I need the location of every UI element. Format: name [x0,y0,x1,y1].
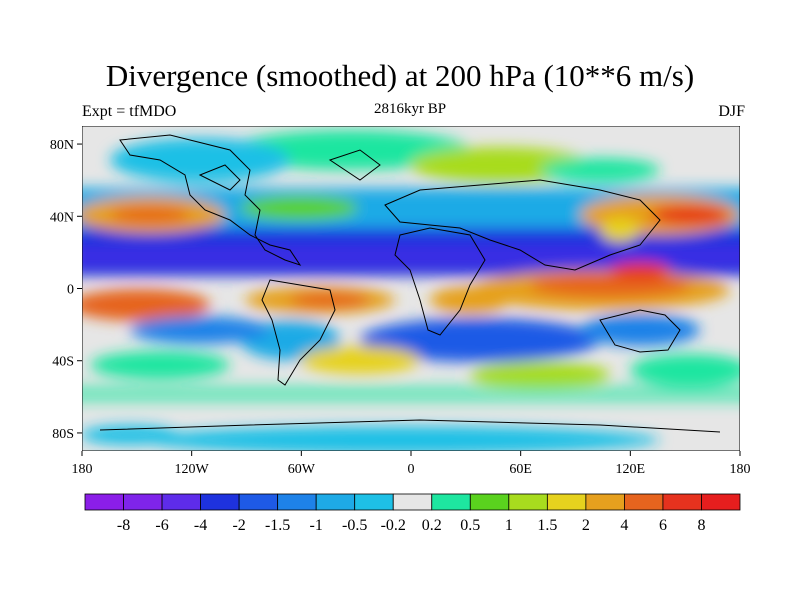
x-tick-label: 120W [175,462,210,477]
chart-subtitle: 2816kyr BP [373,101,447,117]
colorbar-label: 0.5 [460,517,480,534]
colorbar-swatch [585,493,625,511]
colorbar-swatch [392,493,433,511]
colorbar-swatch [701,493,741,511]
experiment-label: Expt = tfMDO [82,103,177,120]
colorbar-label: -8 [117,517,130,534]
colorbar-swatch [469,493,510,511]
colorbar-label: -6 [155,517,168,534]
y-tick-label: 80N [50,138,74,153]
colorbar-label: -2 [232,517,245,534]
colorbar: -8 -6 -4 -2 -1.5 -1 -0.5 -0.2 0.2 0.5 1 1.5 2 4 6 8 [84,493,741,534]
colorbar-label: -4 [194,517,207,534]
y-tick-label: 40N [50,210,74,225]
colorbar-label: 8 [697,517,705,534]
colorbar-swatch [508,493,548,511]
colorbar-swatch [662,493,702,511]
colorbar-swatch [238,493,279,511]
colorbar-swatch [200,493,240,511]
y-tick-label: 40S [52,355,74,370]
y-tick-label: 80S [52,427,74,442]
colorbar-swatch [546,493,587,511]
x-tick-label: 60W [288,462,316,477]
colorbar-label: 1.5 [537,517,557,534]
chart-title: Divergence (smoothed) at 200 hPa (10**6 … [105,58,695,93]
colorbar-label: 1 [505,517,513,534]
x-tick-label: 60E [509,462,532,477]
y-tick-label: 0 [67,283,74,298]
axes: 180 120W 60W 0 60E 120E 180 80N 40N 0 40S 80S [50,138,751,477]
colorbar-label: -0.2 [381,517,406,534]
colorbar-label: 4 [620,517,628,534]
x-tick-label: 180 [730,462,751,477]
colorbar-swatch [84,493,124,511]
colorbar-swatch [277,493,317,511]
x-tick-label: 180 [72,462,93,477]
colorbar-swatch [123,493,163,511]
colorbar-swatch [354,493,394,511]
x-tick-label: 120E [616,462,646,477]
colorbar-swatch [624,493,664,511]
colorbar-label: -1.5 [265,517,290,534]
colorbar-swatch [161,493,201,511]
divergence-field [82,126,740,451]
colorbar-label: 0.2 [422,517,442,534]
season-label: DJF [718,103,745,120]
colorbar-label: 2 [582,517,590,534]
colorbar-label: -1 [310,517,323,534]
x-tick-label: 0 [408,462,415,477]
colorbar-label: 6 [659,517,667,534]
colorbar-label: -0.5 [342,517,367,534]
colorbar-swatch [431,493,471,511]
colorbar-swatch [315,493,356,511]
